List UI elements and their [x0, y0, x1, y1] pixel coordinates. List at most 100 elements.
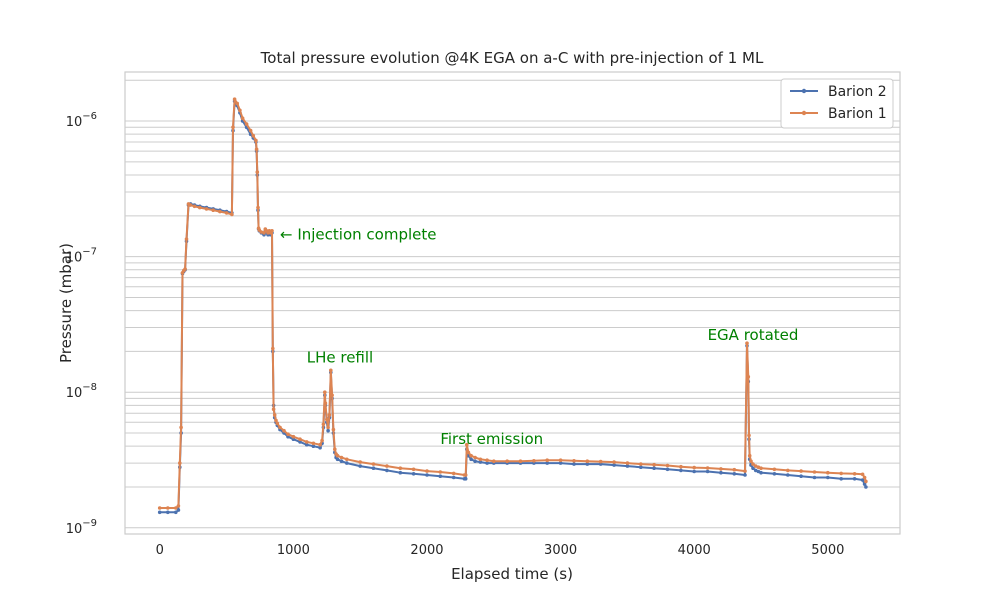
data-point-barion-1: [852, 472, 857, 476]
data-point-barion-1: [270, 229, 274, 233]
data-point-barion-1: [747, 433, 751, 438]
data-point-barion-2: [826, 475, 830, 480]
y-axis-title: Pressure (mbar): [57, 243, 75, 363]
data-point-barion-2: [371, 466, 376, 471]
data-point-barion-2: [692, 469, 696, 474]
data-point-barion-2: [864, 485, 868, 489]
data-point-barion-1: [786, 468, 790, 473]
data-point-barion-2: [639, 465, 643, 470]
data-point-barion-2: [478, 460, 483, 464]
data-point-barion-1: [272, 413, 277, 417]
data-point-barion-2: [411, 472, 416, 476]
data-point-barion-1: [572, 459, 576, 463]
data-point-barion-1: [331, 427, 336, 432]
annotation-text: First emission: [440, 430, 543, 448]
data-point-barion-1: [231, 125, 235, 129]
data-point-barion-1: [425, 469, 429, 473]
annotation-text: LHe refill: [307, 349, 373, 367]
data-point-barion-2: [345, 461, 349, 465]
data-point-barion-2: [585, 462, 590, 466]
data-point-barion-1: [751, 462, 755, 466]
data-point-barion-2: [425, 473, 429, 477]
data-point-barion-1: [178, 461, 182, 465]
data-point-barion-2: [743, 473, 747, 477]
data-point-barion-2: [705, 469, 710, 474]
data-point-barion-1: [411, 467, 416, 472]
plot-series: [157, 97, 868, 515]
data-point-barion-1: [743, 469, 747, 473]
y-tick-label: 10−8: [66, 382, 97, 401]
data-point-barion-1: [254, 147, 259, 151]
data-point-barion-1: [321, 422, 326, 427]
data-point-barion-1: [274, 418, 278, 423]
data-point-barion-1: [166, 506, 170, 510]
data-point-barion-1: [799, 469, 803, 473]
data-point-barion-1: [244, 122, 249, 126]
data-point-barion-1: [329, 368, 333, 373]
data-point-barion-1: [327, 413, 332, 417]
data-point-barion-1: [398, 466, 403, 471]
data-point-barion-1: [532, 459, 536, 463]
data-point-barion-2: [326, 428, 330, 433]
data-point-barion-1: [240, 116, 245, 120]
chart-title: Total pressure evolution @4K EGA on a-C …: [260, 49, 764, 67]
data-point-barion-1: [271, 346, 275, 351]
data-point-barion-1: [772, 467, 777, 472]
data-point-barion-1: [705, 466, 710, 470]
data-point-barion-2: [598, 462, 603, 466]
legend-label-barion-1: Barion 1: [828, 106, 887, 122]
data-point-barion-1: [753, 464, 758, 468]
data-point-barion-1: [256, 205, 260, 210]
data-point-barion-1: [585, 459, 590, 464]
x-tick-label: 1000: [277, 543, 310, 558]
data-point-barion-1: [732, 467, 737, 472]
data-point-barion-1: [192, 204, 197, 209]
data-point-barion-2: [311, 444, 316, 449]
data-point-barion-1: [665, 463, 670, 468]
data-point-barion-1: [518, 459, 523, 464]
data-point-barion-1: [469, 453, 473, 458]
annotation-text: EGA rotated: [708, 326, 799, 344]
data-point-barion-2: [839, 477, 843, 481]
data-point-barion-1: [286, 432, 290, 437]
data-point-barion-1: [839, 471, 843, 476]
data-point-barion-1: [505, 459, 510, 464]
data-point-barion-1: [271, 407, 276, 412]
y-tick-labels: 10−9 10−8 10−7 10−6: [66, 111, 97, 537]
data-point-barion-1: [211, 208, 215, 212]
data-point-barion-1: [438, 470, 443, 474]
data-point-barion-1: [719, 467, 723, 471]
x-tick-labels: 0 1000 2000 3000 4000 5000: [156, 543, 845, 558]
data-point-barion-1: [232, 97, 237, 101]
data-point-barion-1: [218, 209, 222, 214]
data-point-barion-1: [692, 465, 696, 470]
data-point-barion-1: [298, 437, 302, 442]
data-point-barion-2: [463, 477, 468, 481]
data-point-barion-1: [345, 457, 349, 462]
data-point-barion-2: [860, 478, 865, 482]
data-point-barion-2: [304, 442, 309, 447]
data-point-barion-1: [371, 462, 376, 466]
data-point-barion-1: [323, 390, 327, 395]
data-point-barion-1: [385, 464, 389, 468]
data-point-barion-2: [862, 482, 867, 486]
data-point-barion-1: [325, 417, 329, 422]
data-point-barion-1: [230, 212, 234, 217]
data-point-barion-2: [732, 472, 737, 476]
data-point-barion-1: [679, 464, 683, 469]
legend: Barion 2 Barion 1: [780, 78, 894, 129]
x-tick-label: 2000: [410, 543, 443, 558]
x-tick-label: 3000: [544, 543, 577, 558]
data-point-barion-1: [451, 471, 456, 476]
data-point-barion-2: [451, 475, 456, 480]
data-point-barion-2: [772, 472, 777, 476]
annotation-text: ← Injection complete: [280, 226, 436, 244]
data-point-barion-1: [282, 428, 286, 433]
data-point-barion-2: [759, 470, 763, 475]
series-line-barion-2: [159, 100, 867, 514]
data-point-barion-1: [311, 441, 316, 446]
data-point-barion-1: [612, 460, 616, 464]
x-tick-label: 4000: [678, 543, 711, 558]
data-point-barion-1: [235, 101, 239, 106]
